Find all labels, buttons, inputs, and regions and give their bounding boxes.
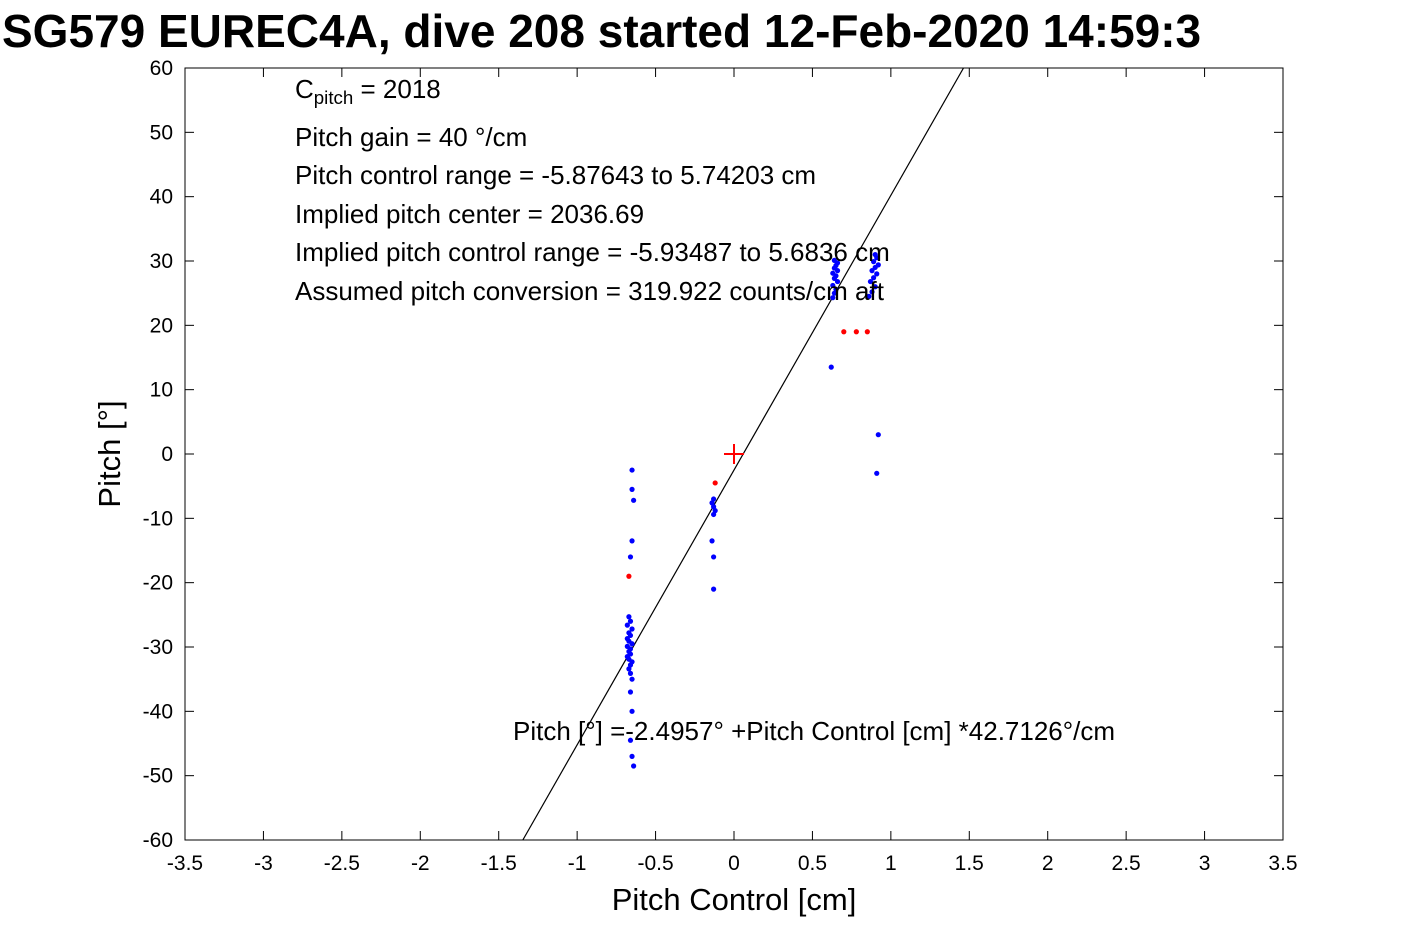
annotation-block: Cpitch = 2018 Pitch gain = 40 °/cm Pitch… [295,70,890,310]
data-point [627,632,634,639]
y-tick-label: -40 [143,700,173,723]
data-point [872,284,878,290]
flagged-observations-red-series [626,329,870,579]
pitch-observations-blue-series [624,251,881,769]
data-point [712,480,718,486]
annotation-implied-pitch-control-range: Implied pitch control range = -5.93487 t… [295,237,890,268]
data-point [711,554,717,560]
data-point [867,278,874,285]
data-point [627,689,634,695]
data-point [627,670,634,676]
x-tick-label: 2.5 [1112,852,1141,875]
x-tick-labels: -3.5 -3 -2.5 -2 -1.5 -1 -0.5 0 0.5 1 1.5 2 2.5 3 3.5 [167,852,1298,875]
data-point [866,293,872,299]
data-point [871,275,877,281]
data-point [629,538,635,544]
data-point [631,763,637,769]
implied-center-marker-series [724,444,744,464]
data-point [629,626,635,632]
annotation-pitch-gain: Pitch gain = 40 °/cm [295,121,528,152]
data-point [627,737,634,743]
data-point [830,295,836,301]
x-tick-label: 0 [728,852,740,875]
x-tick-label: 2 [1042,852,1054,875]
y-tick-label: -10 [143,507,173,530]
x-tick-label: -0.5 [637,852,673,875]
annotation-assumed-pitch-conversion: Assumed pitch conversion = 319.922 count… [295,275,884,306]
data-point [875,432,881,438]
data-point [841,329,847,335]
data-point [871,259,877,265]
cpitch-base: C [295,74,314,104]
y-axis-label: Pitch [°] [92,400,127,508]
data-point [874,271,880,277]
chart-title: SG579 EUREC4A, dive 208 started 12-Feb-2… [2,5,1202,57]
data-point [631,497,637,503]
y-tick-label: 60 [150,57,173,80]
y-tick-label: -50 [143,765,173,788]
axis-ticks [184,67,1284,841]
data-point [833,286,839,292]
x-tick-label: 1.5 [955,852,984,875]
x-tick-label: -2 [411,852,430,875]
annotation-implied-pitch-center: Implied pitch center = 2036.69 [295,198,645,229]
fit-equation: Pitch [°] =-2.4957° +Pitch Control [cm] … [513,716,1116,746]
y-tick-label: -60 [143,829,173,852]
y-tick-label: 40 [150,186,173,209]
data-point [629,753,635,759]
data-point [627,554,634,560]
data-point [626,614,632,620]
x-tick-label: 3 [1199,852,1211,875]
data-point [626,666,632,672]
x-tick-label: -1.5 [481,852,517,875]
x-tick-label: -2.5 [324,852,360,875]
y-tick-label: 20 [150,314,173,337]
x-tick-label: -1 [568,852,587,875]
y-tick-label: 50 [150,121,173,144]
data-point [830,270,836,276]
data-point [874,470,880,476]
data-point [828,364,834,370]
data-point [629,486,635,492]
y-tick-label: 10 [150,379,173,402]
data-point [831,257,837,263]
data-point [864,329,870,335]
y-tick-labels: -60 -50 -40 -30 -20 -10 0 10 20 30 40 50 60 [143,57,173,852]
data-point [629,467,635,473]
data-point [629,676,635,682]
x-tick-label: 3.5 [1268,852,1297,875]
data-point [627,618,634,624]
y-tick-label: -30 [143,636,173,659]
data-point [626,573,632,579]
cpitch-subscript: pitch [313,87,354,109]
data-point [711,511,717,518]
x-axis-label: Pitch Control [cm] [611,882,857,917]
data-point [875,262,881,268]
y-tick-label: 30 [150,250,173,273]
annotation-cpitch: Cpitch = 2018 [295,70,890,118]
data-point [624,622,630,628]
x-tick-label: 1 [885,852,897,875]
data-point [830,282,836,289]
annotation-pitch-control-range: Pitch control range = -5.87643 to 5.7420… [295,160,817,191]
data-point [869,268,875,274]
x-tick-label: -3.5 [167,852,203,875]
data-point [709,538,715,544]
y-tick-label: 0 [161,443,173,466]
y-tick-label: -20 [143,572,173,595]
data-point [711,586,717,592]
data-point [629,708,635,714]
data-point [872,251,878,258]
x-tick-label: 0.5 [798,852,827,875]
x-tick-label: -3 [254,852,273,875]
data-point [869,289,875,295]
data-point [834,278,841,285]
data-point [853,329,859,335]
data-point [629,641,635,647]
cpitch-value: = 2018 [353,74,441,104]
